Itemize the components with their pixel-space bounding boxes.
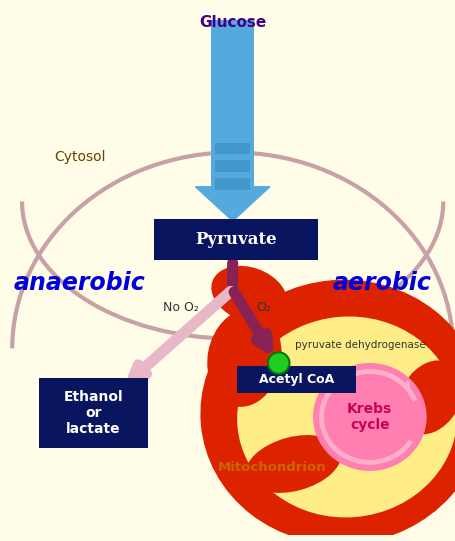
Ellipse shape: [12, 45, 452, 541]
Polygon shape: [195, 187, 269, 221]
Ellipse shape: [237, 316, 455, 517]
Text: No O₂: No O₂: [162, 301, 198, 314]
Text: Pyruvate: Pyruvate: [195, 231, 276, 248]
Ellipse shape: [398, 360, 455, 434]
Ellipse shape: [207, 309, 281, 407]
Text: Glucose: Glucose: [198, 15, 266, 30]
Text: anaerobic: anaerobic: [14, 270, 146, 295]
FancyBboxPatch shape: [236, 366, 355, 393]
Ellipse shape: [200, 280, 455, 541]
Ellipse shape: [245, 435, 340, 493]
Text: Ethanol
or
lactate: Ethanol or lactate: [64, 390, 123, 436]
Circle shape: [268, 352, 289, 374]
FancyBboxPatch shape: [39, 378, 148, 448]
FancyBboxPatch shape: [154, 219, 317, 260]
FancyBboxPatch shape: [211, 20, 253, 187]
Ellipse shape: [312, 363, 426, 471]
FancyBboxPatch shape: [215, 143, 250, 154]
Text: pyruvate dehydrogenase: pyruvate dehydrogenase: [294, 340, 425, 351]
Text: O₂: O₂: [256, 301, 271, 314]
Text: Mitochondrion: Mitochondrion: [217, 461, 325, 474]
Ellipse shape: [211, 266, 287, 323]
Text: Cytosol: Cytosol: [54, 150, 106, 164]
Text: Acetyl CoA: Acetyl CoA: [258, 373, 333, 386]
Text: Krebs
cycle: Krebs cycle: [346, 402, 392, 432]
FancyBboxPatch shape: [215, 178, 250, 190]
FancyBboxPatch shape: [215, 160, 250, 172]
Text: aerobic: aerobic: [331, 270, 430, 295]
